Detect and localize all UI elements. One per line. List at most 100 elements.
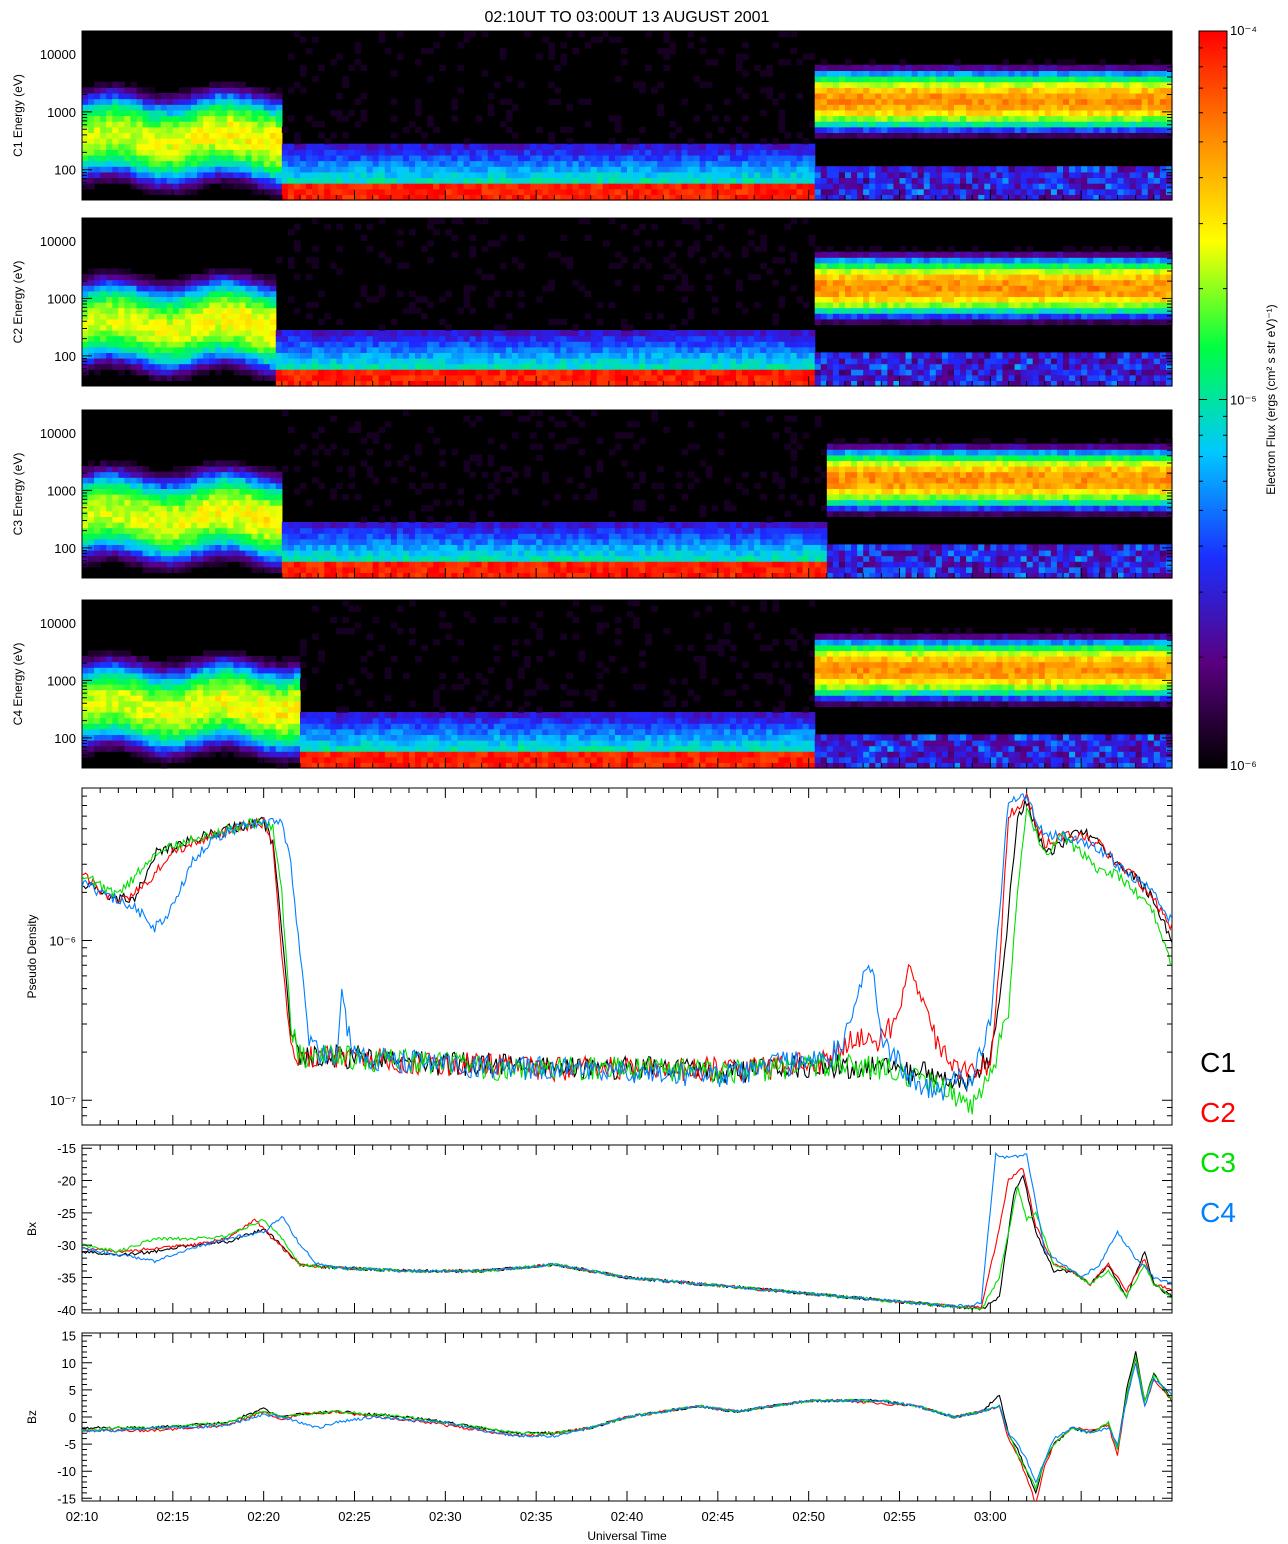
flux-cell bbox=[258, 93, 265, 99]
flux-cell bbox=[918, 263, 925, 269]
flux-cell bbox=[887, 308, 894, 314]
flux-cell bbox=[118, 116, 125, 122]
flux-cell bbox=[258, 336, 265, 342]
flux-cell bbox=[627, 330, 634, 336]
flux-cell bbox=[627, 166, 634, 172]
flux-cell bbox=[100, 352, 107, 358]
flux-cell bbox=[906, 70, 913, 76]
flux-cell bbox=[1015, 70, 1022, 76]
flux-cell bbox=[548, 149, 555, 155]
flux-cell bbox=[784, 330, 791, 336]
flux-cell bbox=[791, 189, 798, 195]
flux-cell bbox=[294, 308, 301, 314]
flux-cell bbox=[633, 364, 640, 370]
flux-cell bbox=[252, 313, 259, 319]
flux-cell bbox=[675, 127, 682, 133]
flux-cell bbox=[282, 172, 289, 178]
flux-cell bbox=[415, 127, 422, 133]
flux-cell bbox=[82, 285, 89, 291]
flux-cell bbox=[869, 116, 876, 122]
flux-cell bbox=[815, 274, 822, 280]
flux-cell bbox=[239, 358, 246, 364]
flux-cell bbox=[791, 48, 798, 54]
flux-cell bbox=[718, 166, 725, 172]
flux-cell bbox=[615, 183, 622, 189]
flux-cell bbox=[185, 166, 192, 172]
flux-cell bbox=[94, 296, 101, 302]
flux-cell bbox=[94, 274, 101, 280]
flux-cell bbox=[972, 87, 979, 93]
flux-cell bbox=[978, 172, 985, 178]
flux-cell bbox=[149, 336, 156, 342]
flux-cell bbox=[149, 330, 156, 336]
flux-cell bbox=[488, 347, 495, 353]
flux-cell bbox=[179, 110, 186, 116]
flux-cell bbox=[548, 375, 555, 381]
flux-cell bbox=[112, 296, 119, 302]
flux-cell bbox=[912, 285, 919, 291]
flux-cell bbox=[173, 375, 180, 381]
flux-cell bbox=[1105, 121, 1112, 127]
flux-cell bbox=[1148, 177, 1155, 183]
flux-cell bbox=[942, 285, 949, 291]
flux-cell bbox=[591, 183, 598, 189]
flux-cell bbox=[1130, 76, 1137, 82]
flux-cell bbox=[718, 347, 725, 353]
flux-cell bbox=[161, 336, 168, 342]
flux-cell bbox=[566, 127, 573, 133]
flux-cell bbox=[373, 341, 380, 347]
flux-cell bbox=[342, 76, 349, 82]
flux-cell bbox=[942, 252, 949, 258]
flux-cell bbox=[1142, 87, 1149, 93]
flux-cell bbox=[815, 166, 822, 172]
flux-cell bbox=[367, 375, 374, 381]
flux-cell bbox=[694, 341, 701, 347]
flux-cell bbox=[688, 138, 695, 144]
flux-cell bbox=[264, 87, 271, 93]
flux-cell bbox=[112, 285, 119, 291]
flux-cell bbox=[1063, 70, 1070, 76]
flux-cell bbox=[294, 330, 301, 336]
flux-cell bbox=[415, 183, 422, 189]
flux-cell bbox=[197, 347, 204, 353]
flux-cell bbox=[227, 352, 234, 358]
flux-cell bbox=[887, 76, 894, 82]
flux-cell bbox=[845, 65, 852, 71]
flux-cell bbox=[227, 172, 234, 178]
flux-cell bbox=[1027, 93, 1034, 99]
flux-cell bbox=[809, 341, 816, 347]
flux-cell bbox=[227, 138, 234, 144]
flux-cell bbox=[530, 364, 537, 370]
flux-cell bbox=[239, 324, 246, 330]
flux-cell bbox=[688, 352, 695, 358]
flux-cell bbox=[809, 336, 816, 342]
flux-cell bbox=[197, 166, 204, 172]
flux-cell bbox=[918, 369, 925, 375]
flux-cell bbox=[94, 177, 101, 183]
flux-cell bbox=[112, 274, 119, 280]
flux-cell bbox=[736, 369, 743, 375]
flux-cell bbox=[464, 302, 471, 308]
flux-cell bbox=[627, 138, 634, 144]
flux-cell bbox=[294, 358, 301, 364]
flux-cell bbox=[1021, 166, 1028, 172]
flux-cell bbox=[306, 313, 313, 319]
flux-cell bbox=[191, 308, 198, 314]
flux-cell bbox=[736, 330, 743, 336]
flux-cell bbox=[348, 166, 355, 172]
flux-cell bbox=[887, 313, 894, 319]
flux-cell bbox=[342, 144, 349, 150]
flux-cell bbox=[155, 155, 162, 161]
flux-cell bbox=[1075, 121, 1082, 127]
flux-cell bbox=[149, 155, 156, 161]
flux-cell bbox=[258, 280, 265, 286]
flux-cell bbox=[912, 172, 919, 178]
flux-cell bbox=[300, 330, 307, 336]
flux-cell bbox=[451, 172, 458, 178]
flux-cell bbox=[972, 76, 979, 82]
flux-cell bbox=[203, 336, 210, 342]
flux-cell bbox=[342, 161, 349, 167]
flux-cell bbox=[1148, 127, 1155, 133]
flux-cell bbox=[900, 280, 907, 286]
flux-cell bbox=[130, 183, 137, 189]
